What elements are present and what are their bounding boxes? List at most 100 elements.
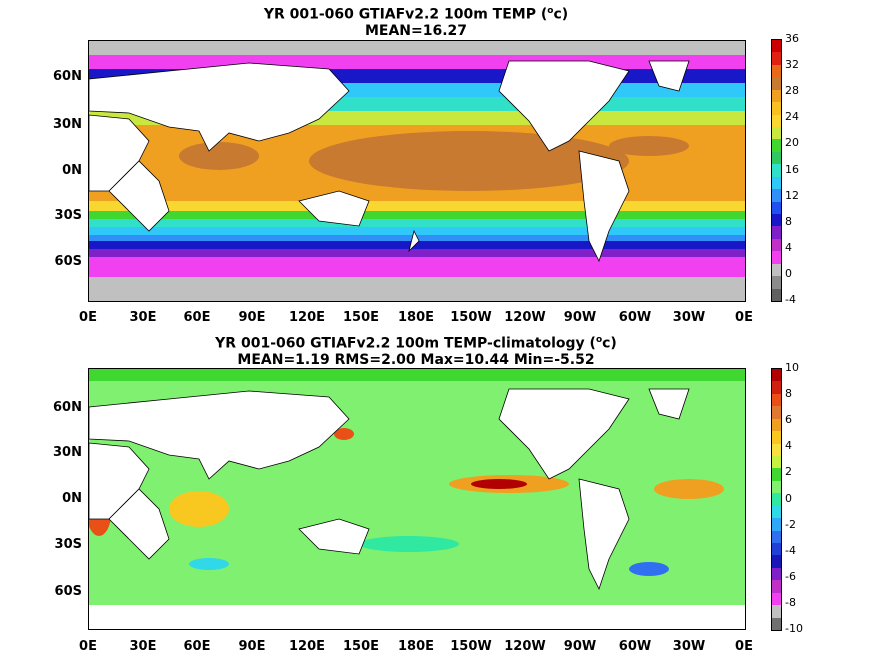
panel2-title-unit-sup: o xyxy=(595,335,603,345)
colorbar-swatch xyxy=(772,505,781,519)
panel2-colorbar-tick: -10 xyxy=(785,622,803,635)
panel1-lon-label: 60W xyxy=(618,310,652,325)
panel2-colorbar-tick: 10 xyxy=(785,361,799,374)
colorbar-swatch xyxy=(772,64,781,78)
panel2-lon-label: 30W xyxy=(672,639,706,654)
colorbar-swatch xyxy=(772,381,781,395)
colorbar-swatch xyxy=(772,456,781,469)
panel1-stats: MEAN=16.27 xyxy=(364,22,468,39)
colorbar-swatch xyxy=(772,251,781,265)
colorbar-swatch xyxy=(772,530,781,544)
panel2-lat-0n: 0N xyxy=(62,491,82,506)
panel2-lon-label: 150W xyxy=(450,639,492,654)
colorbar-swatch xyxy=(772,418,781,432)
panel2-lon-label: 0E xyxy=(79,639,97,654)
colorbar-swatch xyxy=(772,592,781,606)
panel1-colorbar-tick: 36 xyxy=(785,32,799,45)
panel2-lon-label: 90E xyxy=(238,639,266,654)
colorbar-swatch xyxy=(772,431,781,445)
panel1-colorbar-tick: 28 xyxy=(785,84,799,97)
panel2-lon-label: 180E xyxy=(397,639,435,654)
panel1-colorbar-tick: 32 xyxy=(785,58,799,71)
panel2-colorbar-tick: -2 xyxy=(785,518,796,531)
colorbar-swatch xyxy=(772,189,781,203)
panel1-lat-30s: 30S xyxy=(54,208,82,223)
panel2-lon-label: 90W xyxy=(563,639,597,654)
panel1-lat-60n: 60N xyxy=(53,69,82,84)
colorbar-swatch xyxy=(772,493,781,507)
colorbar-swatch xyxy=(772,52,781,66)
colorbar-swatch xyxy=(772,288,781,302)
colorbar-swatch xyxy=(772,127,781,140)
panel2-colorbar-tick: 0 xyxy=(785,492,792,505)
colorbar-swatch xyxy=(772,443,781,457)
colorbar-swatch xyxy=(772,114,781,128)
panel1-map-graphic xyxy=(89,41,745,301)
panel1-lon-label: 0E xyxy=(735,310,753,325)
panel2-lat-30n: 30N xyxy=(53,445,82,460)
panel1-lon-label: 0E xyxy=(79,310,97,325)
panel2-lon-label: 30E xyxy=(129,639,157,654)
colorbar-swatch xyxy=(772,40,781,53)
panel2-lat-60s: 60S xyxy=(54,584,82,599)
panel1-colorbar-tick: 8 xyxy=(785,215,792,228)
panel1-lon-label: 90W xyxy=(563,310,597,325)
panel1-lat-30n: 30N xyxy=(53,117,82,132)
panel2-map-graphic xyxy=(89,369,745,629)
panel2-colorbar xyxy=(771,368,782,631)
panel2-lon-label: 120E xyxy=(288,639,326,654)
panel1-lon-label: 120W xyxy=(504,310,546,325)
panel1-colorbar-tick: 20 xyxy=(785,136,799,149)
panel2-colorbar-tick: -6 xyxy=(785,570,796,583)
colorbar-swatch xyxy=(772,164,781,178)
panel1-title: YR 001-060 GTIAFv2.2 100m TEMP (oc) MEAN… xyxy=(88,3,744,39)
colorbar-swatch xyxy=(772,617,781,631)
colorbar-swatch xyxy=(772,77,781,91)
panel1-title-unit-sup: o xyxy=(547,6,554,16)
panel1-colorbar-tick: -4 xyxy=(785,293,796,306)
panel2-lon-label: 150E xyxy=(342,639,380,654)
panel1-title-text: YR 001-060 GTIAFv2.2 100m TEMP ( xyxy=(263,6,548,23)
panel2-colorbar-tick: 2 xyxy=(785,465,792,478)
colorbar-swatch xyxy=(772,468,781,482)
panel1-lon-label: 150W xyxy=(450,310,492,325)
panel2-title: YR 001-060 GTIAFv2.2 100m TEMP-climatolo… xyxy=(88,332,744,368)
colorbar-swatch xyxy=(772,151,781,165)
panel1-colorbar-tick: 16 xyxy=(785,163,799,176)
panel2-map xyxy=(88,368,746,630)
panel1-lon-label: 30W xyxy=(672,310,706,325)
panel2-lon-label: 60W xyxy=(618,639,652,654)
colorbar-swatch xyxy=(772,276,781,290)
panel1-lon-label: 180E xyxy=(397,310,435,325)
colorbar-swatch xyxy=(772,406,781,420)
panel2-lon-label: 120W xyxy=(504,639,546,654)
colorbar-swatch xyxy=(772,89,781,103)
panel2-title-text: YR 001-060 GTIAFv2.2 100m TEMP-climatolo… xyxy=(215,335,596,352)
panel1-colorbar-tick: 0 xyxy=(785,267,792,280)
colorbar-swatch xyxy=(772,238,781,252)
panel2-stats: MEAN=1.19 RMS=2.00 Max=10.44 Min=-5.52 xyxy=(237,351,595,368)
colorbar-swatch xyxy=(772,263,781,277)
colorbar-swatch xyxy=(772,518,781,532)
panel1-lon-label: 90E xyxy=(238,310,266,325)
colorbar-swatch xyxy=(772,605,781,619)
colorbar-swatch xyxy=(772,176,781,190)
colorbar-swatch xyxy=(772,201,781,215)
panel2-colorbar-tick: -8 xyxy=(785,596,796,609)
panel1-title-unit: c) xyxy=(553,6,569,23)
colorbar-swatch xyxy=(772,214,781,227)
panel1-lon-label: 150E xyxy=(342,310,380,325)
panel2-colorbar-tick: 8 xyxy=(785,387,792,400)
panel1-lat-60s: 60S xyxy=(54,254,82,269)
colorbar-swatch xyxy=(772,102,781,116)
panel2-colorbar-tick: 6 xyxy=(785,413,792,426)
panel2-colorbar-tick: 4 xyxy=(785,439,792,452)
panel2-lon-label: 60E xyxy=(183,639,211,654)
panel1-lon-label: 120E xyxy=(288,310,326,325)
panel2-title-unit: c) xyxy=(602,335,617,352)
panel1-colorbar-tick: 24 xyxy=(785,110,799,123)
colorbar-swatch xyxy=(772,543,781,556)
colorbar-swatch xyxy=(772,369,781,382)
panel1-lon-label: 30E xyxy=(129,310,157,325)
panel2-colorbar-tick: -4 xyxy=(785,544,796,557)
